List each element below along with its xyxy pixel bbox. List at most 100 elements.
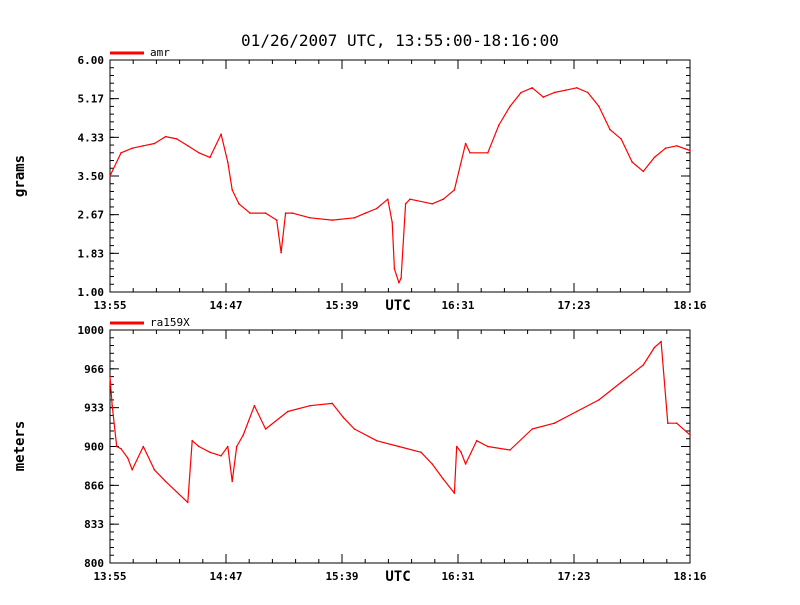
x-tick-label: 14:47 (209, 299, 242, 312)
x-tick-label: 13:55 (93, 299, 126, 312)
data-point (575, 410, 578, 413)
data-point (689, 149, 691, 152)
data-point (387, 198, 389, 200)
y-tick-label: 933 (84, 402, 104, 415)
data-point (431, 203, 434, 205)
data-point (280, 251, 282, 254)
data-point (375, 439, 378, 442)
x-tick-label: 15:39 (325, 299, 358, 312)
data-point (520, 91, 522, 94)
data-point (153, 469, 156, 471)
data-point (131, 469, 133, 471)
data-point (109, 175, 111, 177)
data-point (187, 501, 189, 504)
data-point (509, 105, 511, 108)
data-point (264, 212, 267, 214)
data-point (231, 189, 233, 191)
data-point (331, 402, 334, 405)
data-point (653, 156, 656, 159)
data-point (109, 375, 111, 378)
data-point (442, 198, 445, 200)
data-point (209, 156, 211, 159)
data-point (660, 340, 662, 343)
y-tick-label: 866 (84, 479, 104, 492)
data-point (131, 147, 133, 149)
data-point (353, 428, 356, 430)
data-point (631, 161, 633, 163)
data-point (455, 445, 458, 448)
y-tick-label: 3.50 (78, 170, 105, 183)
data-point (309, 404, 311, 407)
data-point (553, 91, 556, 94)
data-point (209, 451, 211, 454)
data-point (231, 480, 233, 483)
data-point (275, 219, 278, 221)
y-tick-label: 4.33 (78, 131, 105, 144)
y-axis-label: meters (12, 421, 28, 472)
data-point (653, 346, 656, 349)
data-point (375, 207, 378, 210)
data-point (642, 364, 645, 366)
data-point (391, 221, 394, 224)
data-point (431, 463, 434, 465)
data-point (498, 124, 500, 126)
data-point (264, 428, 267, 430)
data-point (475, 439, 478, 442)
data-point (675, 422, 678, 425)
data-point (453, 492, 456, 494)
data-point (664, 147, 667, 149)
series-line (109, 341, 691, 503)
meters-panel: 13:55 14:47 15:39 16:31 17:23 18:16 800 833 866 9… (12, 316, 707, 585)
data-point (404, 203, 407, 205)
data-point (227, 161, 229, 163)
legend-label: ra159X (150, 316, 190, 329)
data-point (142, 145, 145, 147)
data-point (142, 445, 145, 448)
data-point (175, 138, 178, 140)
data-point (235, 445, 238, 448)
data-point (620, 381, 622, 384)
x-tick-label: 16:31 (441, 570, 474, 583)
data-point (198, 152, 200, 154)
data-point (287, 410, 289, 413)
data-point (227, 445, 229, 448)
data-point (453, 189, 456, 191)
data-point (609, 128, 611, 131)
x-axis-label: UTC (385, 569, 410, 585)
data-point (238, 203, 240, 205)
x-tick-label: 18:16 (673, 299, 706, 312)
data-point (398, 445, 400, 448)
data-point (187, 145, 189, 147)
y-tick-label: 2.67 (78, 209, 105, 222)
y-tick-label: 800 (84, 557, 104, 570)
data-point (342, 416, 345, 419)
data-point (284, 212, 287, 214)
data-point (111, 404, 113, 407)
x-tick-label: 17:23 (557, 299, 590, 312)
chart-title: 01/26/2007 UTC, 13:55:00-18:16:00 (241, 31, 559, 50)
data-point (531, 428, 533, 430)
series-line (109, 87, 691, 284)
data-point (198, 445, 200, 448)
plot-frame (109, 59, 691, 293)
data-point (487, 445, 489, 448)
y-tick-label: 6.00 (78, 54, 105, 67)
y-tick-label: 900 (84, 441, 104, 454)
y-axis-label: grams (12, 155, 28, 197)
data-point (291, 212, 294, 214)
data-point (220, 133, 222, 135)
data-point (249, 212, 251, 214)
grams-panel: 13:55 14:47 15:39 16:31 17:23 18:16 1.00 1.83 2.… (12, 46, 707, 314)
data-point (120, 152, 122, 154)
y-tick-label: 5.17 (78, 93, 105, 106)
x-tick-label: 18:16 (673, 570, 706, 583)
x-tick-label: 14:47 (209, 570, 242, 583)
data-point (253, 404, 256, 407)
x-tick-label: 15:39 (325, 570, 358, 583)
data-point (598, 399, 600, 401)
data-point (464, 463, 467, 465)
y-tick-label: 833 (84, 518, 104, 531)
data-point (667, 422, 669, 425)
data-point (460, 451, 462, 454)
data-point (398, 281, 400, 284)
